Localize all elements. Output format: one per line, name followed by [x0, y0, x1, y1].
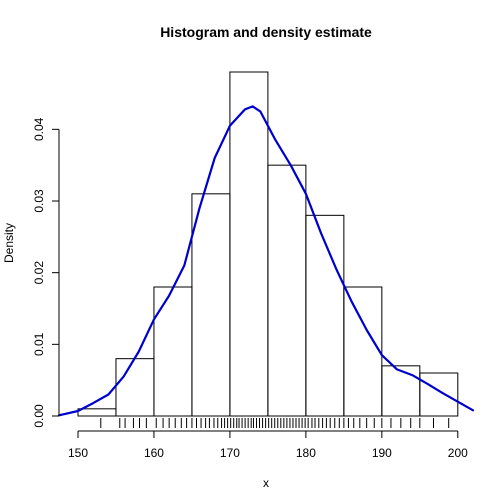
histogram-bar-8	[381, 365, 421, 417]
histogram-bar-3	[191, 193, 231, 417]
histogram-bar-2	[153, 286, 193, 417]
histogram-bar-0	[77, 408, 117, 417]
density-line	[57, 105, 475, 417]
x-axis: 150 160 170 180 190 200	[68, 430, 468, 460]
y-axis-label: Density	[2, 223, 16, 263]
y-tick-label-1: 0.01	[32, 332, 46, 356]
histogram-bar-5	[267, 164, 307, 417]
x-tick-label-5: 200	[448, 446, 468, 460]
y-tick-label-3: 0.03	[32, 189, 46, 213]
x-tick-label-3: 180	[296, 446, 316, 460]
chart-title: Histogram and density estimate	[160, 24, 372, 40]
y-tick-label-0: 0.00	[32, 404, 46, 428]
histogram-bar-6	[305, 214, 345, 417]
histogram-bar-4	[229, 71, 269, 417]
histogram-bar-7	[343, 286, 383, 417]
histogram-bars	[77, 71, 459, 417]
rug-marks	[100, 418, 450, 428]
x-axis-label: x	[263, 476, 269, 490]
y-axis: 0.00 0.01 0.02 0.03 0.04	[32, 117, 60, 428]
histogram-bar-9	[419, 372, 459, 417]
x-tick-label-4: 190	[372, 446, 392, 460]
x-tick-label-2: 170	[220, 446, 240, 460]
y-tick-label-2: 0.02	[32, 261, 46, 285]
x-tick-label-0: 150	[68, 446, 88, 460]
x-tick-label-1: 160	[144, 446, 164, 460]
y-tick-label-4: 0.04	[32, 117, 46, 141]
histogram-bar-1	[115, 358, 155, 417]
density-curve	[57, 105, 475, 417]
